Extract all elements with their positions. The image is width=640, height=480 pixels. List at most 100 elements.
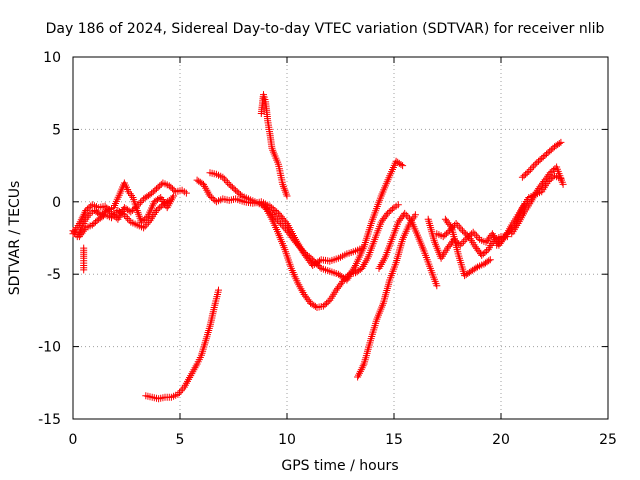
- data-point: [111, 210, 119, 218]
- data-point: [530, 162, 538, 170]
- data-point: [545, 171, 553, 179]
- data-point: [478, 251, 486, 259]
- data-point: [153, 207, 160, 214]
- data-point: [156, 182, 164, 190]
- data-point: [237, 191, 244, 199]
- data-point: [316, 263, 324, 271]
- data-point: [90, 220, 98, 227]
- data-point: [225, 180, 233, 188]
- data-point: [474, 234, 482, 242]
- data-point: [304, 251, 311, 259]
- data-point: [273, 216, 281, 224]
- y-tick-label: 0: [52, 195, 61, 211]
- data-point: [165, 182, 173, 190]
- data-point: [548, 167, 556, 175]
- data-point: [124, 215, 132, 222]
- data-point: [501, 232, 509, 240]
- data-point: [356, 367, 364, 375]
- data-point: [144, 218, 152, 226]
- series-arc-5: [142, 286, 222, 403]
- data-point: [305, 253, 313, 261]
- y-tick-label: -10: [38, 340, 61, 356]
- data-point: [498, 236, 505, 244]
- data-point: [319, 302, 327, 310]
- x-axis-label: GPS time / hours: [281, 458, 398, 474]
- data-point: [141, 215, 149, 223]
- series-arc-7: [206, 157, 407, 284]
- data-point: [272, 214, 280, 222]
- data-point: [143, 220, 151, 228]
- data-point: [224, 179, 232, 187]
- data-point: [176, 389, 183, 397]
- data-point: [411, 211, 419, 219]
- data-point: [299, 247, 307, 255]
- data-point: [302, 250, 310, 258]
- series-arc-3: [75, 196, 173, 241]
- data-point: [559, 180, 567, 188]
- data-point: [433, 282, 441, 290]
- data-point: [219, 173, 227, 181]
- axis-ticks: 0 5 10 15 20 25 -15 -10 -5 0 5 10: [38, 50, 617, 448]
- data-point: [120, 211, 128, 219]
- data-point: [278, 221, 286, 229]
- data-point: [149, 188, 157, 196]
- data-point: [384, 209, 392, 217]
- data-point: [439, 233, 447, 241]
- data-point: [119, 210, 127, 218]
- data-point: [294, 242, 302, 250]
- data-point: [339, 277, 347, 285]
- series-arc-9: [262, 201, 402, 311]
- data-point: [539, 153, 547, 161]
- data-point: [92, 218, 99, 226]
- data-point: [82, 207, 90, 214]
- data-point: [399, 162, 407, 170]
- data-point: [342, 274, 350, 282]
- data-point: [557, 138, 565, 146]
- data-point: [388, 205, 396, 213]
- data-point: [547, 146, 555, 154]
- data-point: [526, 166, 534, 174]
- data-point: [215, 286, 222, 294]
- data-point: [340, 276, 348, 284]
- data-point: [461, 236, 469, 244]
- x-tick-label: 5: [176, 432, 185, 448]
- data-point: [479, 250, 487, 258]
- y-tick-label: -15: [38, 412, 61, 428]
- data-point: [402, 211, 410, 219]
- data-point: [310, 257, 318, 265]
- data-point: [536, 156, 544, 164]
- data-point: [543, 150, 550, 158]
- data-point: [148, 189, 156, 197]
- data-point: [528, 164, 536, 172]
- data-point: [155, 195, 163, 202]
- series-arc-16: [508, 163, 567, 238]
- x-tick-label: 0: [69, 432, 78, 448]
- data-point: [273, 208, 281, 216]
- x-tick-label: 15: [385, 432, 403, 448]
- data-point: [146, 191, 154, 199]
- data-point: [504, 229, 512, 237]
- data-point: [355, 371, 362, 379]
- data-point: [406, 215, 413, 223]
- y-tick-label: 10: [43, 50, 61, 66]
- x-tick-label: 20: [492, 432, 510, 448]
- data-point: [80, 266, 88, 274]
- data-point: [442, 230, 450, 238]
- data-point: [555, 140, 563, 147]
- data-point: [232, 186, 240, 194]
- data-point: [138, 197, 146, 205]
- data-point: [359, 362, 367, 370]
- data-point: [125, 216, 133, 224]
- x-tick-label: 25: [599, 432, 617, 448]
- series-arc-17: [518, 138, 565, 181]
- data-point: [541, 152, 549, 159]
- data-point: [109, 212, 117, 220]
- series-arc-14: [441, 215, 494, 280]
- data-point: [140, 224, 148, 232]
- y-axis-label: SDTVAR / TECUs: [7, 181, 23, 296]
- data-points: [69, 91, 567, 403]
- data-point: [108, 214, 115, 222]
- data-point: [546, 169, 554, 177]
- data-point: [472, 232, 480, 240]
- data-point: [522, 170, 530, 178]
